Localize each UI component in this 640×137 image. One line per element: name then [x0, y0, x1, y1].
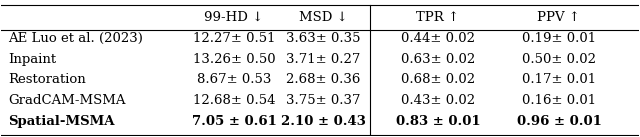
Text: 0.44± 0.02: 0.44± 0.02	[401, 32, 475, 45]
Text: 0.63± 0.02: 0.63± 0.02	[401, 53, 475, 66]
Text: 12.68± 0.54: 12.68± 0.54	[193, 94, 275, 107]
Text: TPR ↑: TPR ↑	[417, 11, 460, 24]
Text: 12.27± 0.51: 12.27± 0.51	[193, 32, 275, 45]
Text: 13.26± 0.50: 13.26± 0.50	[193, 53, 275, 66]
Text: 99-HD ↓: 99-HD ↓	[204, 11, 264, 24]
Text: AE Luo et al. (2023): AE Luo et al. (2023)	[8, 32, 143, 45]
Text: PPV ↑: PPV ↑	[538, 11, 580, 24]
Text: 3.75± 0.37: 3.75± 0.37	[286, 94, 360, 107]
Text: 7.05 ± 0.61: 7.05 ± 0.61	[191, 115, 276, 128]
Text: 0.17± 0.01: 0.17± 0.01	[522, 73, 596, 86]
Text: 0.19± 0.01: 0.19± 0.01	[522, 32, 596, 45]
Text: MSD ↓: MSD ↓	[299, 11, 348, 24]
Text: GradCAM-MSMA: GradCAM-MSMA	[8, 94, 125, 107]
Text: 0.68± 0.02: 0.68± 0.02	[401, 73, 475, 86]
Text: 3.63± 0.35: 3.63± 0.35	[286, 32, 360, 45]
Text: 0.16± 0.01: 0.16± 0.01	[522, 94, 596, 107]
Text: Restoration: Restoration	[8, 73, 86, 86]
Text: Inpaint: Inpaint	[8, 53, 56, 66]
Text: 3.71± 0.27: 3.71± 0.27	[286, 53, 360, 66]
Text: 2.68± 0.36: 2.68± 0.36	[286, 73, 360, 86]
Text: 0.96 ± 0.01: 0.96 ± 0.01	[516, 115, 602, 128]
Text: 0.50± 0.02: 0.50± 0.02	[522, 53, 596, 66]
Text: 8.67± 0.53: 8.67± 0.53	[196, 73, 271, 86]
Text: 0.83 ± 0.01: 0.83 ± 0.01	[396, 115, 480, 128]
Text: 2.10 ± 0.43: 2.10 ± 0.43	[281, 115, 365, 128]
Text: 0.43± 0.02: 0.43± 0.02	[401, 94, 475, 107]
Text: Spatial-MSMA: Spatial-MSMA	[8, 115, 115, 128]
